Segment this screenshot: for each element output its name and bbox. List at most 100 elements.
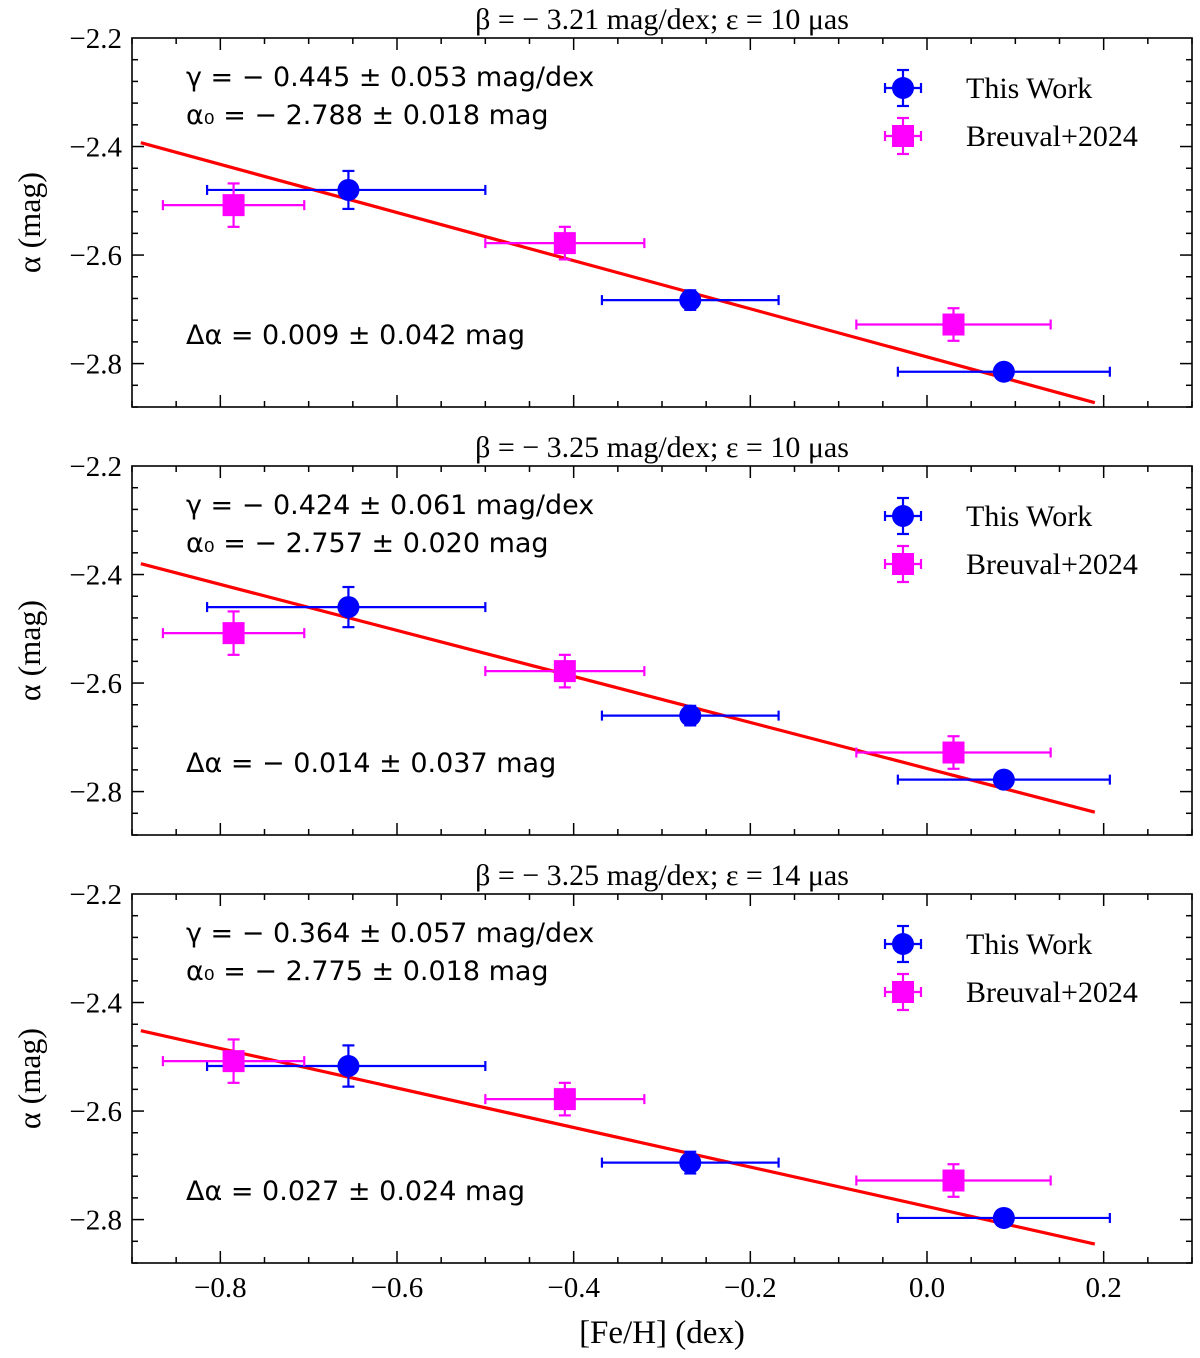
data-point-circle [337,178,360,201]
legend-marker-square [892,553,914,575]
plot-frame [131,893,1193,1264]
data-point-circle [992,768,1015,791]
data-point-square [942,741,965,764]
data-point-square [553,1088,576,1111]
data-point-circle [992,360,1015,383]
data-point [484,1081,646,1117]
y-axis-label: α (mag) [11,1028,47,1129]
data-point [205,1044,487,1088]
x-axis-label: [Fe/H] (dex) [579,1315,745,1351]
y-tick-label: −2.4 [69,988,122,1020]
data-point-circle [679,289,702,312]
panel-2: β = − 3.25 mag/dex; ε = 10 μas −2.2 −2.4 −2… [11,431,1193,836]
x-tick-label: 0.0 [909,1272,945,1304]
axis-ticks [131,894,1193,1264]
data-point [161,182,306,228]
legend-label: Breuval+2024 [966,548,1138,581]
y-axis-label: α (mag) [11,600,47,701]
legend-label: This Work [966,500,1092,533]
panel-title: β = − 3.25 mag/dex; ε = 14 μas [475,859,849,892]
axis-ticks [131,466,1193,836]
legend-label: Breuval+2024 [966,120,1138,153]
y-tick-label: −2.6 [69,1096,122,1128]
data-point [600,289,780,312]
y-tick-label: −2.6 [69,668,122,700]
panel-3: β = − 3.25 mag/dex; ε = 14 μas −2.2 −2.4 −2… [11,859,1193,1264]
alpha0-annotation: α₀ = − 2.757 ± 0.020 mag [186,528,549,559]
panel-title: β = − 3.21 mag/dex; ε = 10 μas [475,3,849,36]
data-point-circle [679,1151,702,1174]
plot-frame [131,37,1193,408]
gamma-annotation: γ = − 0.424 ± 0.061 mag/dex [186,490,594,521]
data-point-circle [337,596,360,619]
legend-marker-square [892,125,914,147]
plot-area [140,562,1111,814]
data-point [161,1038,306,1084]
data-point [855,307,1052,342]
panel-1: β = − 3.21 mag/dex; ε = 10 μas −2.2 −2.4 −2… [11,3,1193,408]
fit-line [140,562,1096,814]
y-tick-label: −2.4 [69,132,122,164]
data-point-circle [992,1206,1015,1229]
data-point [484,653,646,689]
data-point-square [222,194,245,217]
delta-alpha-annotation: Δα = 0.027 ± 0.024 mag [186,1176,525,1207]
legend: This Work Breuval+2024 [883,924,1138,1012]
x-tick-label: 0.2 [1086,1272,1122,1304]
data-point [205,585,487,629]
axis-ticks [131,38,1193,408]
x-tick-label: −0.2 [724,1272,777,1304]
panel-title: β = − 3.25 mag/dex; ε = 10 μas [475,431,849,464]
x-tick-label: −0.6 [371,1272,424,1304]
data-point-square [553,660,576,683]
data-point-circle [679,704,702,727]
data-point [600,1150,780,1175]
legend-label: This Work [966,928,1092,961]
data-point-square [222,622,245,645]
y-tick-label: −2.4 [69,560,122,592]
data-point [896,360,1111,383]
plot-area [140,1029,1111,1246]
data-point [855,735,1052,770]
data-point-circle [337,1055,360,1078]
legend-marker-square [892,981,914,1003]
legend-marker-circle [892,933,914,955]
gamma-annotation: γ = − 0.364 ± 0.057 mag/dex [186,918,594,949]
legend-marker-circle [892,505,914,527]
x-tick-label: −0.4 [547,1272,600,1304]
y-tick-label: −2.6 [69,240,122,272]
plot-frame [131,465,1193,836]
data-point [896,768,1111,791]
y-tick-label: −2.8 [69,777,122,809]
y-axis-label: α (mag) [11,172,47,273]
legend-label: This Work [966,72,1092,105]
legend: This Work Breuval+2024 [883,496,1138,584]
alpha0-annotation: α₀ = − 2.775 ± 0.018 mag [186,956,549,987]
plot-area [140,141,1111,405]
data-point-square [942,1169,965,1192]
x-tick-label: −0.8 [194,1272,247,1304]
data-point [896,1206,1111,1229]
delta-alpha-annotation: Δα = − 0.014 ± 0.037 mag [186,748,556,779]
data-point [855,1163,1052,1198]
legend-label: Breuval+2024 [966,976,1138,1009]
data-point [161,610,306,656]
data-point [600,704,780,727]
data-point [484,225,646,261]
data-point-square [553,232,576,255]
data-point-square [942,313,965,336]
delta-alpha-annotation: Δα = 0.009 ± 0.042 mag [186,320,525,351]
legend-marker-circle [892,77,914,99]
legend: This Work Breuval+2024 [883,68,1138,156]
alpha0-annotation: α₀ = − 2.788 ± 0.018 mag [186,100,549,131]
gamma-annotation: γ = − 0.445 ± 0.053 mag/dex [186,62,594,93]
fit-line [140,1029,1096,1246]
y-tick-label: −2.2 [69,451,122,483]
y-tick-label: −2.2 [69,879,122,911]
fit-line [140,141,1096,405]
data-point [205,169,487,211]
y-tick-label: −2.2 [69,23,122,55]
y-tick-label: −2.8 [69,1205,122,1237]
data-point-square [222,1050,245,1073]
